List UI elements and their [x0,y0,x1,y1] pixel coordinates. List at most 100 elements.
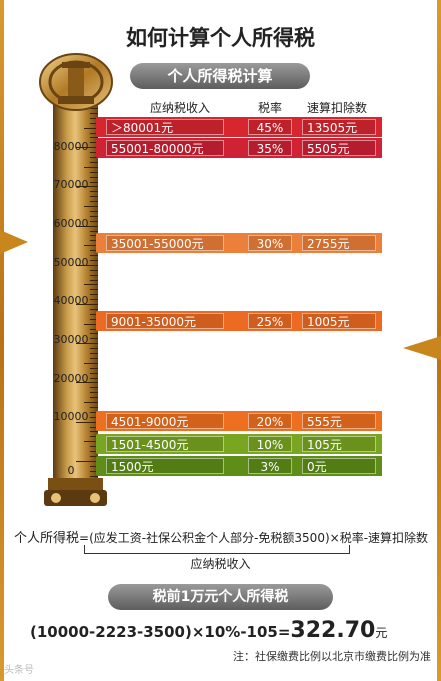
ruler-tick [90,220,98,222]
ruler-tick [84,323,98,325]
ruler-tick [90,117,98,119]
ruler-tick [90,411,98,413]
bracket-range: 55001-80000元 [106,140,224,156]
bracket-row: 1501-4500元 10% 105元 [96,434,382,454]
ruler-tick [90,250,98,252]
example-result: (10000-2223-3500)×10%-105=322.70元 [30,618,387,643]
left-frame [0,0,4,681]
ruler-tick [84,206,98,207]
bracket-range: 9001-35000元 [106,313,224,329]
ruler-tick [90,240,98,242]
formula-brace [84,545,350,554]
ruler-tick [90,313,98,315]
ruler-tick [90,294,98,296]
ruler-tick [90,289,98,291]
ruler-tick [90,367,98,369]
ruler-tick [90,348,98,350]
ruler-tick [90,132,98,134]
ruler-tick [90,372,98,374]
bracket-deduction: 0元 [302,458,376,474]
axis-label-30000: 30000 [53,333,89,346]
ruler-tick [90,176,98,178]
footnote: 注：社保缴费比例以北京市缴费比例为准 [233,650,431,663]
ruler-tick [90,470,98,472]
ruler-tick [84,166,98,168]
ruler-tick [76,343,98,345]
ruler-tick [90,436,98,438]
ruler-tick [90,230,98,232]
bracket-row: 9001-35000元 25% 1005元 [96,311,382,331]
page-title: 如何计算个人所得税 [126,26,315,50]
ruler-tick [90,279,98,281]
bracket-range: ＞80001元 [106,119,224,135]
ruler-tick [90,426,98,428]
ruler-tick [90,387,98,389]
ruler-tick [90,392,98,394]
axis-label-0: 0 [67,464,75,477]
ruler-tick [90,475,98,477]
ruler-tick [90,269,98,271]
axis-label-80000: 80000 [53,140,89,153]
ruler-tick [90,201,98,203]
ruler-tick [76,382,98,384]
example-expression: (10000-2223-3500)×10%-105= [30,623,291,641]
ruler-tick [90,431,98,433]
bracket-deduction: 105元 [302,436,376,452]
bracket-rate: 30% [248,235,292,251]
ruler-tick [90,328,98,330]
subtitle-pill: 个人所得税计算 [130,63,310,89]
ruler-tick [90,191,98,193]
ruler-tick [90,152,98,154]
ruler-tick [84,127,98,129]
bracket-deduction: 13505元 [302,119,376,135]
ruler-tick [90,416,98,418]
bracket-range: 35001-55000元 [106,235,224,251]
bracket-rate: 35% [248,140,292,156]
ruler-tick [90,215,98,217]
example-title-pill: 税前1万元个人所得税 [108,584,333,610]
ruler-tick [90,181,98,183]
ruler-tick [90,259,98,261]
bracket-row: 55001-80000元 35% 5505元 [96,138,382,158]
ruler-base-icon [44,478,107,506]
header-income: 应纳税收入 [150,101,211,115]
ruler-tick [90,235,98,237]
ruler-tick [76,421,98,423]
bracket-deduction: 2755元 [302,235,376,251]
ruler-tick [90,308,98,310]
emblem-icon [39,53,113,111]
header-rate: 税率 [258,101,283,115]
ruler-tick [90,112,98,114]
ruler-tick [76,225,98,227]
brace-label: 应纳税收入 [190,557,251,571]
left-notch [0,230,28,254]
ruler-tick [90,406,98,408]
axis-label-10000: 10000 [53,410,89,423]
ruler-tick [90,274,98,276]
ruler-tick [76,460,98,462]
ruler-tick [90,255,98,256]
axis-label-50000: 50000 [53,256,89,269]
ruler-tick [90,338,98,340]
ruler-tick [90,161,98,163]
ruler-tick [90,397,98,399]
ruler-tick [84,402,98,403]
ruler-tick [76,186,98,188]
bracket-rate: 25% [248,313,292,329]
tax-formula: 个人所得税=(应发工资-社保公积金个人部分-免税额3500)×税率-速算扣除数 [14,527,428,546]
ruler-tick [90,455,98,457]
formula-rhs: =(应发工资-社保公积金个人部分-免税额3500)×税率-速算扣除数 [79,531,429,545]
axis-label-70000: 70000 [53,178,89,191]
bracket-range: 1501-4500元 [106,436,224,452]
bracket-deduction: 1005元 [302,313,376,329]
bracket-deduction: 555元 [302,413,376,429]
bracket-row: 1500元 3% 0元 [96,456,382,476]
example-value: 322.70 [290,618,376,643]
ruler-tick [76,264,98,266]
right-notch [403,336,441,360]
header-deduction: 速算扣除数 [307,101,368,115]
bracket-range: 1500元 [106,458,224,474]
ruler-tick [90,377,98,379]
ruler-tick [90,451,98,452]
ruler-tick [84,284,98,286]
